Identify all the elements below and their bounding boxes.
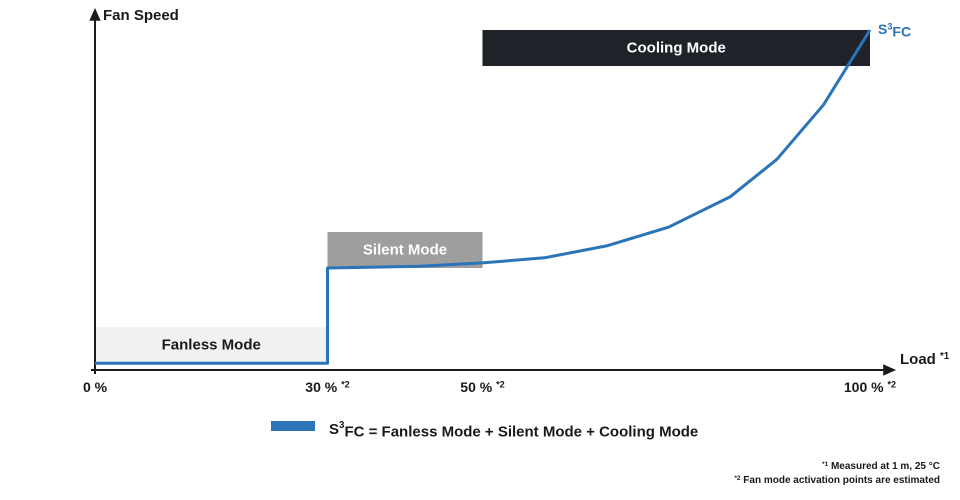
chart-svg: Fanless Mode Silent Mode Cooling Mode Fan S… [0,0,960,500]
footnote-2: *2 Fan mode activation points are estima… [734,475,940,486]
footnote-1: *1 Measured at 1 m, 25 °C [822,461,940,472]
legend-swatch [271,421,315,431]
y-axis-label: Fan Speed [103,7,179,24]
mode-label-silent: Silent Mode [363,242,447,259]
fan-curve-chart: Fanless Mode Silent Mode Cooling Mode Fan S… [0,0,960,500]
mode-label-fanless: Fanless Mode [162,337,261,354]
curve-label: S3FC [878,21,911,39]
legend-text: S3FC = Fanless Mode + Silent Mode + Cool… [329,420,698,441]
mode-label-cooling: Cooling Mode [627,40,726,57]
x-tick-0: 0 % [83,379,108,395]
